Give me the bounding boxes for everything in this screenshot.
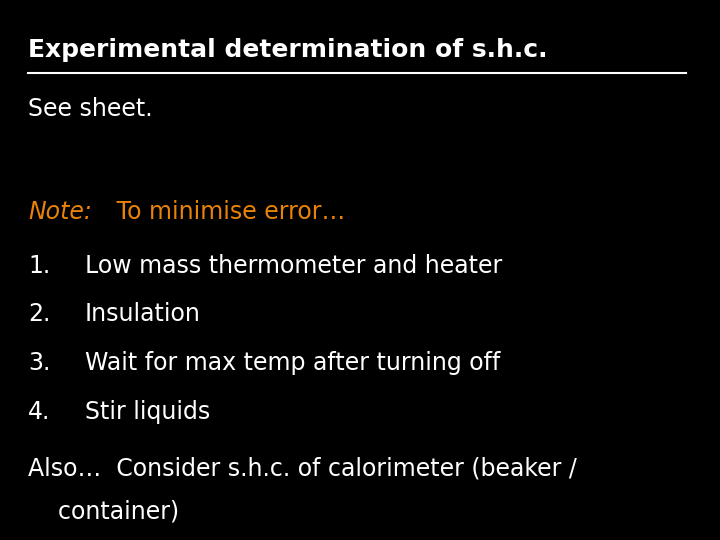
Text: Note:: Note: (28, 200, 92, 224)
Text: 1.: 1. (28, 254, 50, 278)
Text: Low mass thermometer and heater: Low mass thermometer and heater (85, 254, 502, 278)
Text: Experimental determination of s.h.c.: Experimental determination of s.h.c. (28, 38, 548, 62)
Text: Wait for max temp after turning off: Wait for max temp after turning off (85, 351, 500, 375)
Text: See sheet.: See sheet. (28, 97, 153, 121)
Text: Stir liquids: Stir liquids (85, 400, 210, 423)
Text: Also…  Consider s.h.c. of calorimeter (beaker /: Also… Consider s.h.c. of calorimeter (be… (28, 456, 577, 480)
Text: 4.: 4. (28, 400, 50, 423)
Text: 3.: 3. (28, 351, 50, 375)
Text: 2.: 2. (28, 302, 50, 326)
Text: container): container) (28, 500, 179, 523)
Text: Insulation: Insulation (85, 302, 201, 326)
Text: To minimise error…: To minimise error… (109, 200, 346, 224)
